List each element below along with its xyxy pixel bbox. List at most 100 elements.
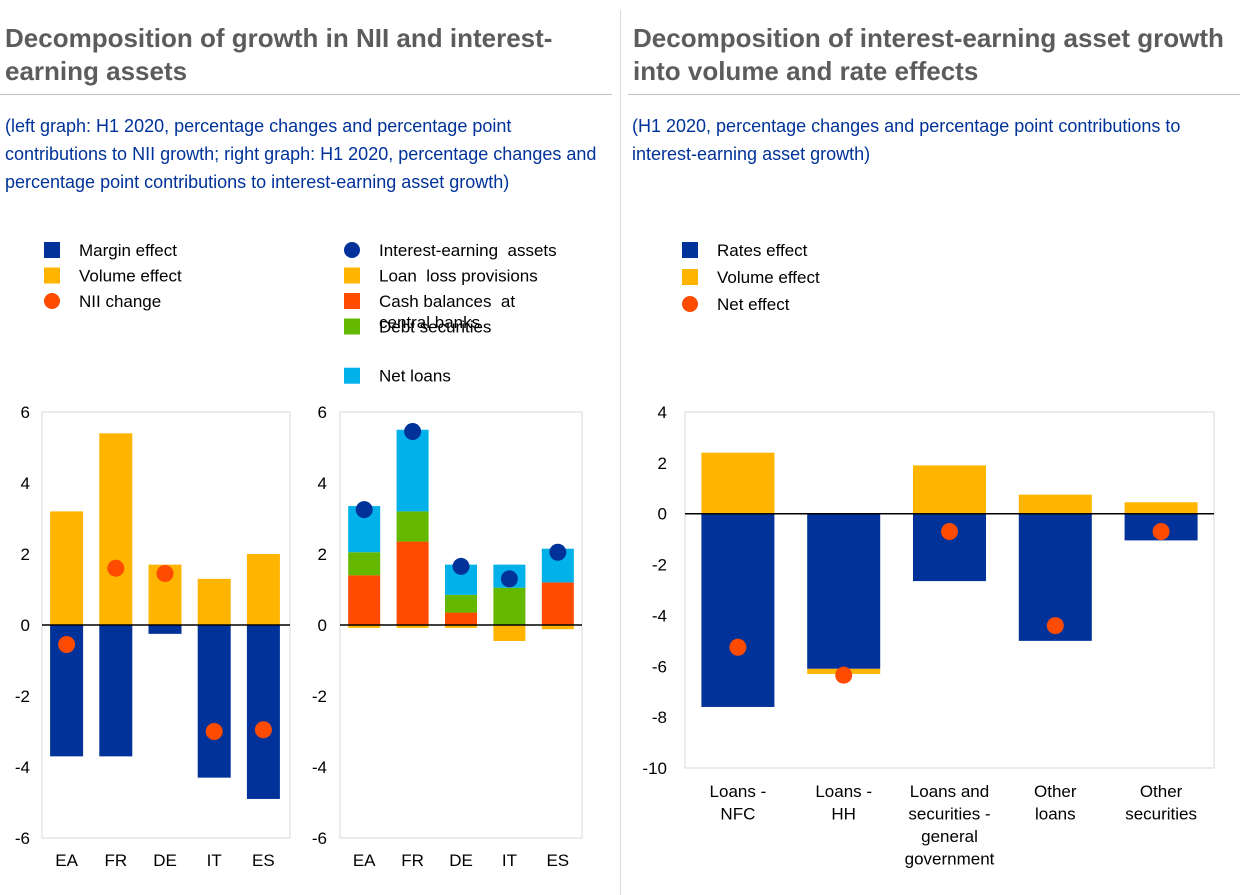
category-label: DE	[449, 851, 473, 870]
legend-marker-cash-balances-at-central-banks	[344, 293, 360, 309]
dot-interest-earning-assets-ea	[355, 501, 373, 519]
bar-debt-securities-fr	[396, 511, 429, 542]
legend-label-rates-effect: Rates effect	[717, 241, 808, 260]
left-title-rule	[0, 94, 612, 95]
panel-divider	[620, 10, 621, 895]
bar-cash-balances-at-central-banks-es	[541, 582, 574, 625]
y-tick-label: -2	[312, 687, 327, 706]
y-tick-label: -6	[15, 829, 30, 848]
left-panel-title: Decomposition of growth in NII and inter…	[5, 23, 553, 86]
dot-net-effect-other-securities	[1152, 523, 1170, 541]
bar-volume-effect-fr	[99, 433, 133, 625]
dot-nii-change-ea	[58, 636, 76, 654]
left-panel: Decomposition of growth in NII and inter…	[0, 23, 612, 870]
bar-margin-effect-es	[246, 625, 280, 799]
category-label: EA	[353, 851, 376, 870]
category-label: Other securities	[1125, 782, 1197, 824]
dot-net-effect-other-loans	[1046, 617, 1064, 635]
y-tick-label: -6	[652, 657, 667, 676]
bar-cash-balances-at-central-banks-de	[445, 612, 477, 625]
rate-volume-chart: 4 2 0 -2 -4 -6 -8 -10 Loans -NFC Loans -HH Loans a…	[642, 241, 1215, 869]
y-tick-label: 6	[21, 403, 30, 422]
bar-margin-effect-it	[197, 625, 231, 778]
bar-loan-loss-provisions-fr	[396, 625, 429, 628]
legend-marker-rates-effect	[682, 242, 698, 258]
bar-volume-effect-other-securities	[1124, 502, 1198, 514]
category-label: FR	[104, 851, 127, 870]
bar-loan-loss-provisions-it	[493, 625, 526, 641]
plot-frame	[684, 411, 1215, 769]
y-tick-label: 2	[318, 545, 327, 564]
y-tick-label: -4	[652, 606, 667, 625]
dot-nii-change-it	[205, 723, 223, 740]
y-tick-label: 2	[21, 545, 30, 564]
bar-volume-effect-ea	[50, 511, 84, 625]
legend-label-nii-change: NII change	[79, 292, 161, 311]
right-panel-subtitle: (H1 2020, percentage changes and percent…	[632, 116, 1181, 164]
assets-chart: 6 4 2 0 -2 -4 -6 EA FR DE IT ES Interest-earning ass…	[312, 241, 583, 870]
bar-margin-effect-fr	[99, 625, 133, 757]
legend-label-loan-loss-provisions: Loan loss provisions	[379, 267, 538, 286]
bar-volume-effect-loans-nfc	[701, 452, 775, 514]
legend-label-margin-effect: Margin effect	[79, 241, 177, 260]
bar-loan-loss-provisions-ea	[348, 625, 381, 628]
bar-cash-balances-at-central-banks-fr	[396, 541, 429, 625]
dot-nii-change-de	[156, 565, 174, 583]
y-tick-label: -6	[312, 829, 327, 848]
category-label: DE	[153, 851, 177, 870]
legend-marker-net-effect	[682, 296, 698, 312]
category-label: ES	[546, 851, 569, 870]
legend-marker-interest-earning-assets	[344, 242, 360, 258]
dot-net-effect-loans-nfc	[729, 638, 747, 656]
dot-interest-earning-assets-it	[500, 570, 518, 588]
right-panel: Decomposition of interest-earning asset …	[620, 0, 1240, 895]
legend-marker-nii-change	[44, 293, 60, 309]
legend-label-volume-effect: Volume effect	[717, 268, 820, 287]
nii-chart: 6 4 2 0 -2 -4 -6 EA FR DE IT ES Margin effect Volume …	[15, 241, 291, 870]
category-label: Other loans	[1034, 782, 1077, 824]
y-tick-label: 6	[318, 403, 327, 422]
legend-label-volume-effect: Volume effect	[79, 267, 182, 286]
y-tick-label: -4	[15, 758, 30, 777]
left-panel-subtitle: (left graph: H1 2020, percentage changes…	[5, 116, 597, 192]
y-tick-label: -8	[652, 708, 667, 727]
category-label: Loans and securities -general government	[905, 782, 995, 869]
bar-margin-effect-de	[148, 625, 182, 634]
right-panel-title: Decomposition of interest-earning asset …	[633, 23, 1224, 86]
bar-loan-loss-provisions-es	[541, 625, 574, 630]
legend-label-cash-balances-at-central-banks: Cash balances at central banks	[379, 292, 515, 332]
category-label: EA	[55, 851, 78, 870]
y-tick-label: 4	[318, 474, 327, 493]
right-title-rule	[628, 94, 1240, 95]
bar-debt-securities-it	[493, 587, 526, 625]
category-label: ES	[252, 851, 275, 870]
legend-marker-margin-effect	[44, 242, 60, 258]
y-tick-label: 4	[21, 474, 30, 493]
dot-interest-earning-assets-es	[549, 543, 567, 561]
dot-nii-change-fr	[107, 559, 125, 577]
bar-volume-effect-loans-and-securities-general-government	[913, 465, 986, 514]
legend-label-net-loans: Net loans	[379, 367, 451, 386]
category-label: Loans -HH	[815, 782, 872, 824]
bar-rates-effect-loans-nfc	[701, 513, 775, 707]
dot-interest-earning-assets-de	[452, 557, 470, 575]
bar-volume-effect-other-loans	[1018, 494, 1092, 514]
dot-nii-change-es	[254, 721, 272, 739]
y-tick-label: 0	[658, 505, 667, 524]
bar-loan-loss-provisions-de	[445, 625, 477, 628]
bar-net-loans-fr	[396, 429, 429, 512]
y-tick-label: 2	[658, 454, 667, 473]
category-label: Loans -NFC	[710, 782, 767, 824]
y-tick-label: 0	[21, 616, 30, 635]
legend-marker-volume-effect	[682, 269, 698, 285]
y-tick-label: 0	[318, 616, 327, 635]
legend-marker-volume-effect	[44, 267, 60, 284]
y-tick-label: -2	[15, 687, 30, 706]
y-tick-label: 4	[658, 403, 667, 422]
category-label: FR	[401, 851, 424, 870]
y-tick-label: -2	[652, 556, 667, 575]
y-tick-label: -10	[642, 759, 667, 778]
bar-debt-securities-de	[445, 594, 477, 613]
bar-debt-securities-ea	[348, 552, 381, 576]
legend-marker-loan-loss-provisions	[344, 267, 360, 284]
